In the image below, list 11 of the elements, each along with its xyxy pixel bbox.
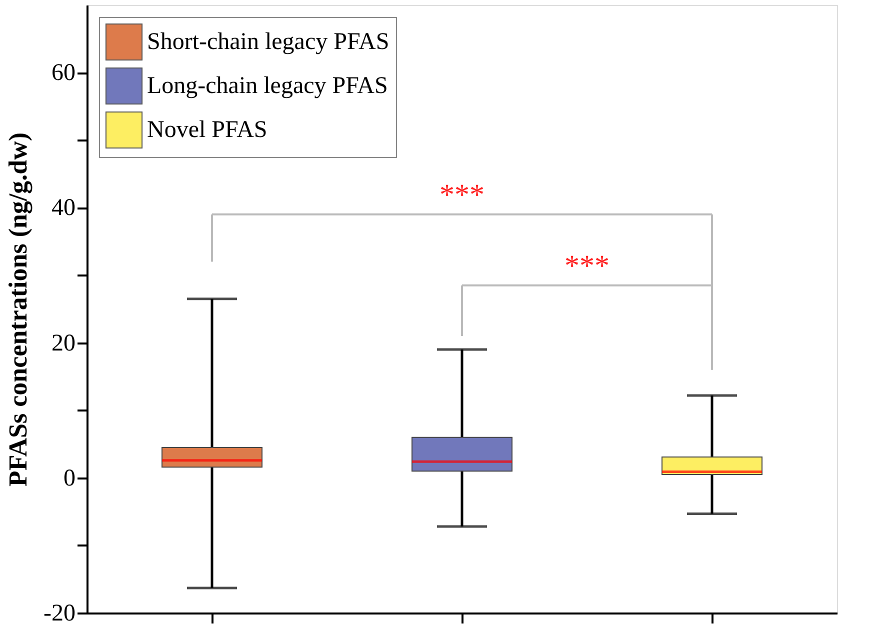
legend-label: Novel PFAS [147,117,268,143]
y-tick-label: 60 [52,60,76,86]
y-tick-label: 0 [64,465,76,492]
y-tick-label: 20 [52,330,76,356]
y-tick-label: 40 [52,195,76,222]
y-axis-title: PFASs concentrations (ng/g.dw) [4,132,33,487]
legend-label: Short-chain legacy PFAS [147,29,390,55]
legend-label: Long-chain legacy PFAS [147,73,388,99]
annotation: *** [440,178,484,212]
annotation: *** [564,249,610,282]
y-tick-label: -20 [44,600,76,626]
